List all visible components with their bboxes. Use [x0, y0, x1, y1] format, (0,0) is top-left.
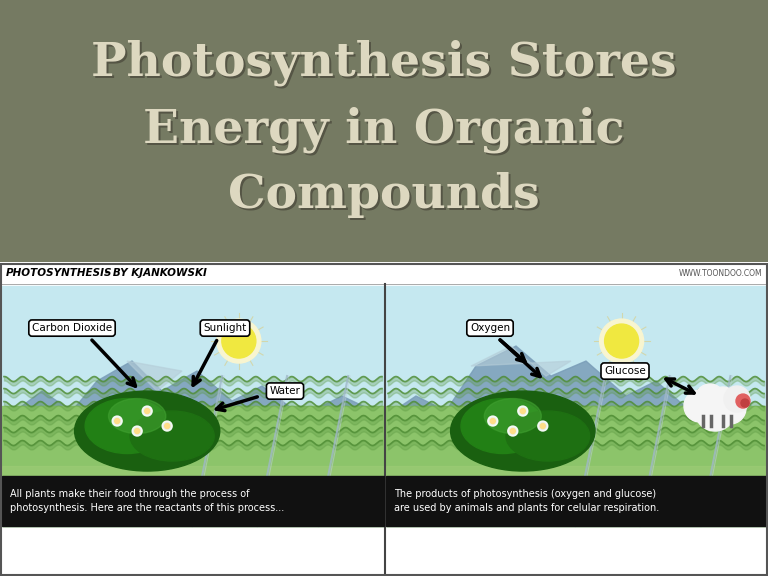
Bar	[386, 466, 766, 526]
Circle shape	[604, 324, 639, 358]
Circle shape	[490, 419, 495, 423]
Ellipse shape	[74, 391, 220, 471]
Text: All plants make their food through the process of
photosynthesis. Here are the r: All plants make their food through the p…	[10, 488, 284, 513]
Circle shape	[695, 384, 725, 414]
Text: Carbon Dioxide: Carbon Dioxide	[32, 323, 112, 333]
Circle shape	[508, 426, 518, 436]
Ellipse shape	[485, 399, 541, 434]
FancyBboxPatch shape	[18, 6, 750, 254]
Circle shape	[518, 406, 528, 416]
Circle shape	[144, 408, 150, 414]
Circle shape	[684, 390, 716, 422]
Ellipse shape	[85, 399, 169, 453]
Text: Sunlight: Sunlight	[204, 323, 247, 333]
Circle shape	[724, 386, 750, 412]
Circle shape	[114, 419, 120, 423]
Bar	[386, 476, 766, 526]
Circle shape	[695, 391, 735, 431]
Text: The products of photosynthesis (oxygen and glucose)
are used by animals and plan: The products of photosynthesis (oxygen a…	[394, 488, 659, 513]
Circle shape	[222, 324, 256, 358]
Text: Water: Water	[270, 386, 300, 396]
Polygon shape	[471, 346, 571, 376]
Polygon shape	[127, 361, 182, 391]
Text: PHOTOSYNTHESIS: PHOTOSYNTHESIS	[6, 268, 112, 278]
Bar	[2, 286, 384, 526]
Circle shape	[709, 387, 737, 415]
Bar	[2, 476, 384, 526]
Circle shape	[134, 429, 140, 434]
Circle shape	[510, 429, 515, 434]
Bar	[386, 406, 766, 526]
Circle shape	[142, 406, 152, 416]
Circle shape	[714, 392, 746, 424]
Ellipse shape	[506, 411, 590, 461]
Text: Photosynthesis Stores
Energy in Organic
Compounds: Photosynthesis Stores Energy in Organic …	[91, 40, 677, 218]
Bar	[2, 466, 384, 526]
Text: Glucose: Glucose	[604, 366, 646, 376]
Bar	[386, 286, 766, 526]
Circle shape	[736, 394, 750, 408]
Circle shape	[520, 408, 525, 414]
Circle shape	[600, 319, 644, 363]
Text: Photosynthesis Stores
Energy in Organic
Compounds: Photosynthesis Stores Energy in Organic …	[93, 41, 679, 221]
Text: Oxygen: Oxygen	[470, 323, 510, 333]
Circle shape	[541, 423, 545, 429]
Text: - BY KJANKOWSKI: - BY KJANKOWSKI	[105, 268, 207, 278]
Ellipse shape	[108, 399, 166, 434]
Circle shape	[162, 421, 172, 431]
Polygon shape	[386, 346, 766, 421]
Text: WWW.TOONDOO.COM: WWW.TOONDOO.COM	[678, 268, 762, 278]
Ellipse shape	[451, 391, 595, 471]
Circle shape	[112, 416, 122, 426]
Circle shape	[741, 399, 749, 407]
Circle shape	[488, 416, 498, 426]
Circle shape	[217, 319, 261, 363]
Polygon shape	[2, 361, 384, 421]
Bar	[0, 262, 768, 284]
Bar	[2, 406, 384, 526]
Ellipse shape	[461, 399, 545, 453]
Circle shape	[538, 421, 548, 431]
Circle shape	[164, 423, 170, 429]
Ellipse shape	[130, 411, 214, 461]
Circle shape	[132, 426, 142, 436]
